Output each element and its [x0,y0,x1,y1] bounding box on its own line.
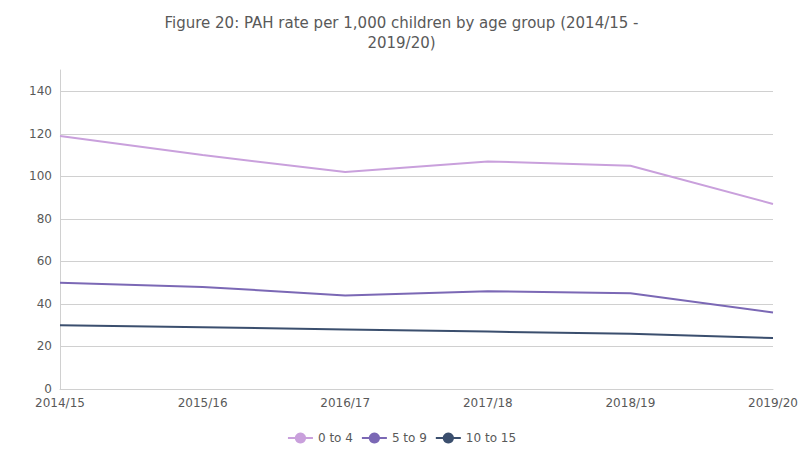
svg-text:20: 20 [37,339,52,353]
svg-text:2018/19: 2018/19 [605,396,655,410]
svg-text:2017/18: 2017/18 [463,396,513,410]
svg-text:2014/15: 2014/15 [35,396,85,410]
svg-text:2015/16: 2015/16 [178,396,228,410]
svg-text:140: 140 [29,84,52,98]
svg-text:Figure 20: PAH rate per 1,000: Figure 20: PAH rate per 1,000 children b… [164,14,638,32]
svg-text:100: 100 [29,169,52,183]
svg-text:120: 120 [29,127,52,141]
svg-text:40: 40 [37,297,52,311]
svg-text:0 to 4: 0 to 4 [318,431,353,445]
svg-text:5 to 9: 5 to 9 [392,431,427,445]
svg-text:0: 0 [44,382,52,396]
svg-text:2019/20): 2019/20) [367,34,435,52]
svg-text:60: 60 [37,254,52,268]
svg-text:10 to 15: 10 to 15 [466,431,516,445]
svg-text:80: 80 [37,212,52,226]
svg-text:2019/20: 2019/20 [748,396,798,410]
svg-text:2016/17: 2016/17 [320,396,370,410]
